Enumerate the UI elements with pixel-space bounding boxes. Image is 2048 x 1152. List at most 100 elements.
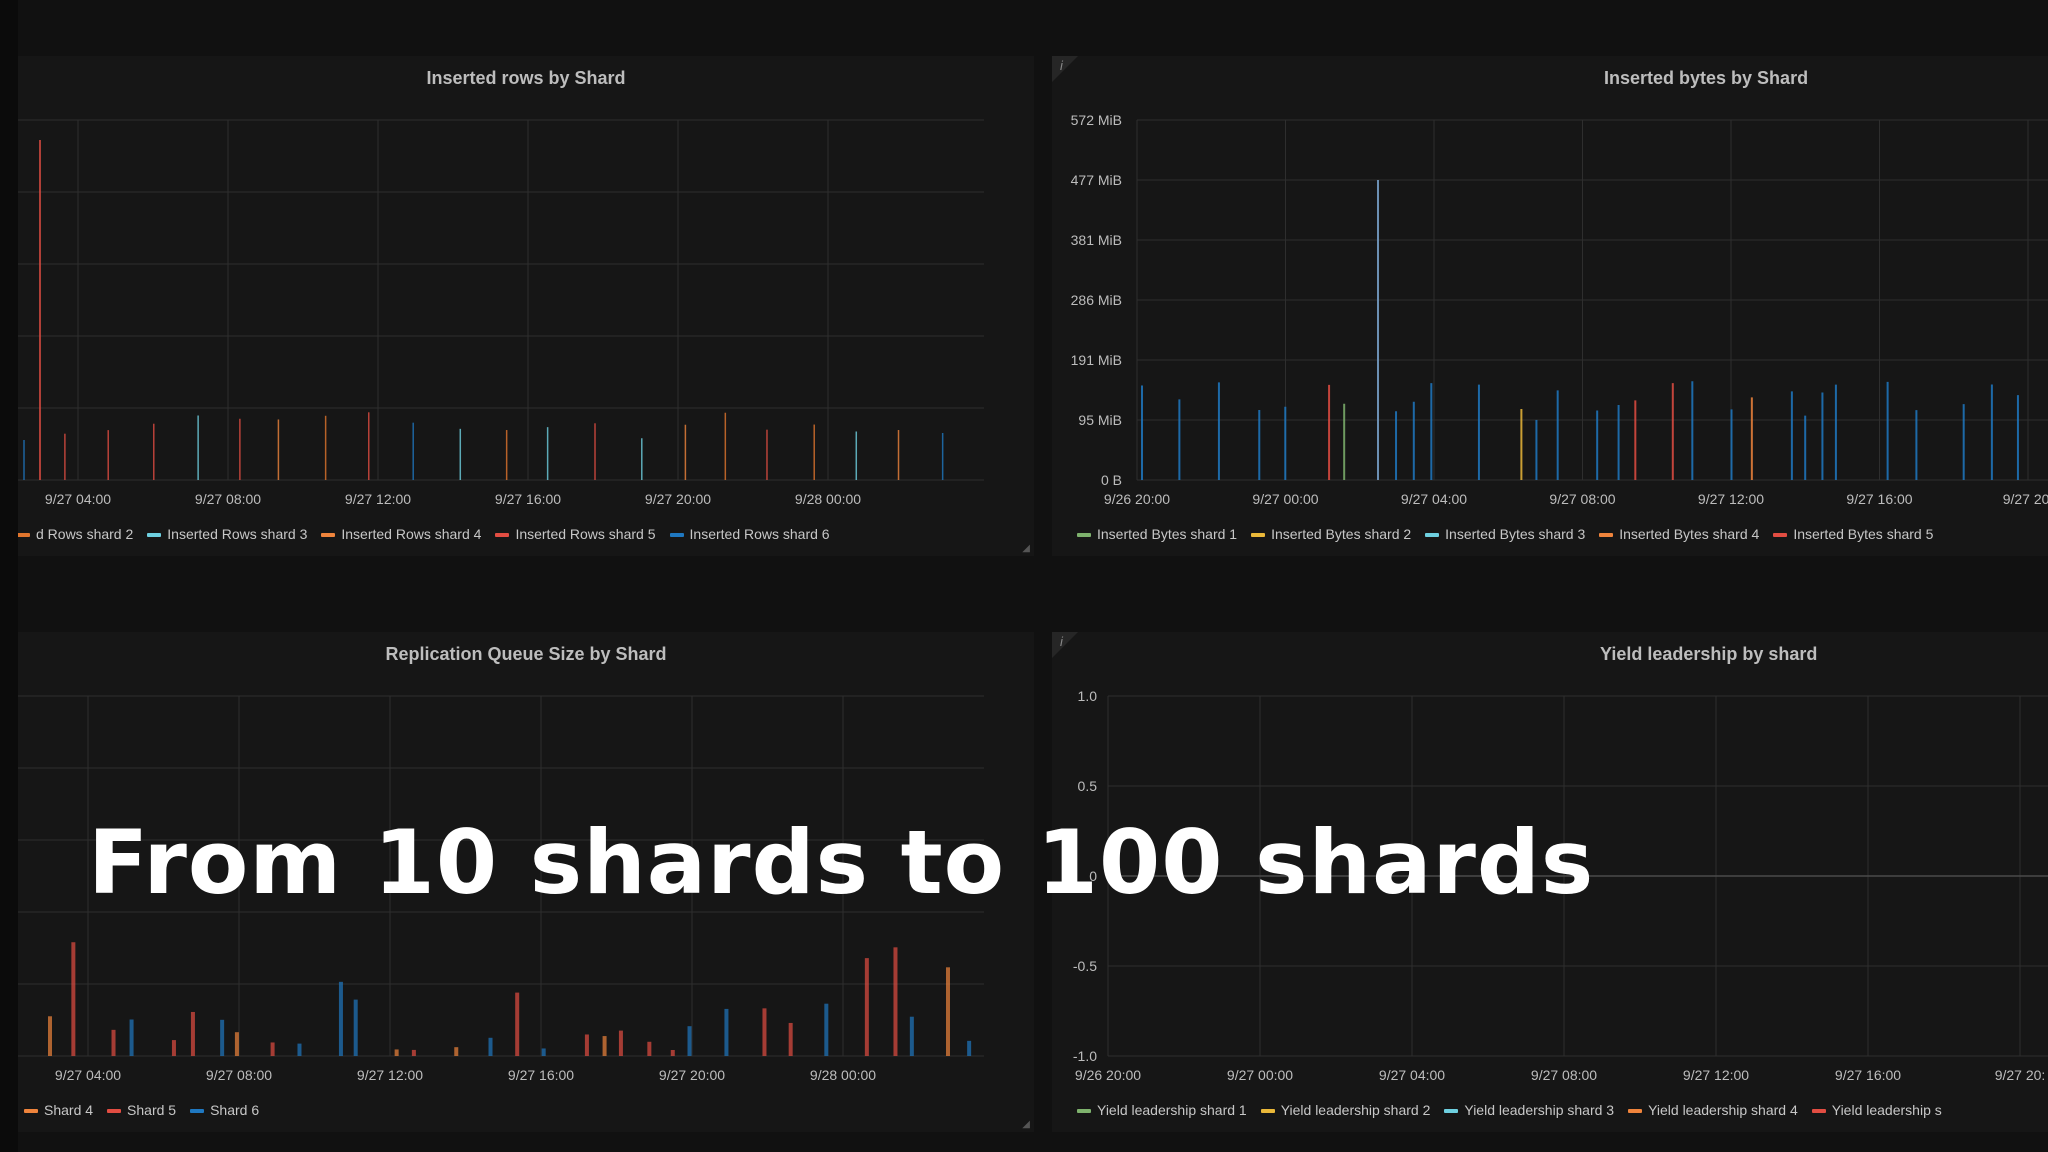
x-tick-label: 9/27 08:00 (1549, 491, 1615, 507)
y-tick-label: 286 MiB (1071, 292, 1122, 308)
legend-label: Yield leadership shard 4 (1648, 1102, 1798, 1118)
legend-swatch (1773, 533, 1788, 538)
legend-label: Inserted Rows shard 6 (689, 526, 830, 542)
series-bar (111, 1029, 116, 1056)
legend-label: Inserted Rows shard 4 (341, 526, 482, 542)
series-bar (618, 1030, 623, 1056)
legend-item[interactable]: Inserted Rows shard 6 (669, 526, 830, 542)
legend-item[interactable]: Inserted Rows shard 4 (321, 526, 481, 542)
legend-item[interactable]: Inserted Bytes shard 5 (1773, 526, 1933, 542)
x-tick-label: 9/27 08:00 (195, 491, 261, 507)
legend-item[interactable]: Yield leadership s (1811, 1102, 1942, 1118)
legend: Shard 4 Shard 5 Shard 6 (24, 1102, 273, 1118)
y-tick-label: 0.5 (1078, 778, 1098, 794)
x-tick-label: 9/27 12:00 (345, 491, 411, 507)
legend-item[interactable]: Yield leadership shard 1 (1077, 1102, 1247, 1118)
legend-item[interactable]: Shard 5 (107, 1102, 176, 1118)
legend-item[interactable]: Yield leadership shard 4 (1628, 1102, 1798, 1118)
legend-item[interactable]: Inserted Bytes shard 2 (1251, 526, 1411, 542)
series-bar (584, 1034, 589, 1056)
x-tick-label: 9/28 00:00 (795, 491, 861, 507)
legend: d Rows shard 2 Inserted Rows shard 3 Inser… (18, 526, 844, 542)
legend-label: d Rows shard 2 (36, 526, 134, 542)
x-tick-label: 9/27 08:00 (1531, 1067, 1597, 1083)
panel-yield-leadership[interactable]: i Yield leadership by shard 1.0 0.5 0 -0.5 -… (1052, 632, 2048, 1132)
panel-replication-queue[interactable]: Replication Queue Size by Shard 9/27 04:… (18, 632, 1034, 1132)
legend-item[interactable]: Shard 4 (24, 1102, 93, 1118)
y-tick-label: 0 (1089, 868, 1097, 884)
resize-handle[interactable]: ◢ (1022, 1119, 1030, 1130)
legend-swatch (147, 533, 162, 538)
graph-area[interactable]: 572 MiB 477 MiB 381 MiB 286 MiB 191 MiB 95 Mi… (1052, 56, 2048, 556)
legend-item[interactable]: d Rows shard 2 (18, 526, 133, 542)
x-tick-label: 9/27 12:00 (357, 1067, 423, 1083)
graph-area[interactable]: 1.0 0.5 0 -0.5 -1.0 9/26 20:00 9/27 00:00 9/27 … (1052, 632, 2048, 1132)
legend-swatch (1251, 533, 1266, 538)
series-bar (602, 1036, 607, 1056)
y-tick-label: 95 MiB (1078, 412, 1122, 428)
x-tick-label: 9/26 20:00 (1075, 1067, 1141, 1083)
legend-swatch (1811, 1109, 1826, 1114)
series-bar (297, 1043, 302, 1056)
series-bar (338, 981, 343, 1056)
legend-label: Yield leadership shard 2 (1280, 1102, 1431, 1118)
series-bar (129, 1019, 134, 1056)
x-tick-label: 9/27 04:00 (1379, 1067, 1445, 1083)
legend-item[interactable]: Inserted Rows shard 5 (495, 526, 656, 542)
video-caption: From 10 shards to 100 shards (88, 811, 1595, 914)
series-bar (394, 1049, 399, 1056)
graph-area[interactable]: 9/27 04:00 9/27 08:00 9/27 12:00 9/27 16:00… (18, 632, 1034, 1132)
series-bar (909, 1016, 914, 1056)
panel-title[interactable]: Inserted rows by Shard (426, 68, 626, 88)
panel-corner (1052, 632, 1078, 658)
x-tick-label: 9/27 16:00 (495, 491, 561, 507)
y-tick-label: -0.5 (1073, 958, 1097, 974)
legend-item[interactable]: Shard 6 (190, 1102, 259, 1118)
legend-label: Shard 6 (210, 1102, 260, 1118)
panel-corner (1052, 56, 1078, 82)
x-tick-label: 9/27 08:00 (206, 1067, 272, 1083)
legend-label: Inserted Bytes shard 2 (1271, 526, 1412, 542)
series-bar (488, 1037, 493, 1056)
y-tick-label: 0 B (1101, 472, 1122, 488)
panel-title[interactable]: Inserted bytes by Shard (1604, 68, 1809, 88)
legend-swatch (321, 533, 336, 538)
x-tick-label: 9/27 04:00 (1401, 491, 1467, 507)
legend-label: Yield leadership shard 1 (1097, 1102, 1247, 1118)
legend-item[interactable]: Yield leadership shard 2 (1260, 1102, 1431, 1118)
legend-label: Inserted Bytes shard 4 (1619, 526, 1760, 542)
info-icon[interactable]: i (1060, 634, 1063, 649)
panel-title[interactable]: Yield leadership by shard (1600, 644, 1818, 664)
legend-item[interactable]: Inserted Rows shard 3 (147, 526, 307, 542)
legend-label: Yield leadership s (1831, 1102, 1942, 1118)
legend-swatch (1077, 533, 1091, 538)
legend-label: Shard 5 (127, 1102, 177, 1118)
x-tick-label: 9/27 12:00 (1698, 491, 1764, 507)
panel-title[interactable]: Replication Queue Size by Shard (385, 644, 667, 664)
legend-label: Inserted Bytes shard 5 (1793, 526, 1934, 542)
panel-inserted-rows[interactable]: Inserted rows by Shard 9/27 04:00 9/27 08… (18, 56, 1034, 556)
legend-item[interactable]: Inserted Bytes shard 1 (1077, 526, 1237, 542)
series-bar (967, 1040, 972, 1056)
series-bar (71, 942, 76, 1056)
panel-inserted-bytes[interactable]: i Inserted bytes by Shard 572 MiB 477 MiB… (1052, 56, 2048, 556)
x-tick-label: 9/27 20: (2003, 491, 2048, 507)
resize-handle[interactable]: ◢ (1022, 543, 1030, 554)
legend-swatch (1628, 1109, 1643, 1114)
x-tick-label: 9/27 16:00 (508, 1067, 574, 1083)
x-tick-label: 9/27 20: (1995, 1067, 2046, 1083)
legend-swatch (18, 533, 30, 538)
series-bar (824, 1003, 829, 1056)
legend-item[interactable]: Yield leadership shard 3 (1444, 1102, 1614, 1118)
legend-swatch (24, 1109, 38, 1114)
legend-item[interactable]: Inserted Bytes shard 3 (1425, 526, 1585, 542)
x-tick-label: 9/27 04:00 (45, 491, 111, 507)
info-icon[interactable]: i (1060, 58, 1063, 73)
legend-label: Inserted Bytes shard 3 (1445, 526, 1586, 542)
legend-item[interactable]: Inserted Bytes shard 4 (1599, 526, 1759, 542)
graph-area[interactable]: 9/27 04:00 9/27 08:00 9/27 12:00 9/27 16:00… (18, 56, 1034, 556)
y-tick-label: 477 MiB (1071, 172, 1122, 188)
series-bar (762, 1008, 767, 1056)
series-bar (945, 967, 950, 1056)
series-bar (541, 1048, 546, 1056)
